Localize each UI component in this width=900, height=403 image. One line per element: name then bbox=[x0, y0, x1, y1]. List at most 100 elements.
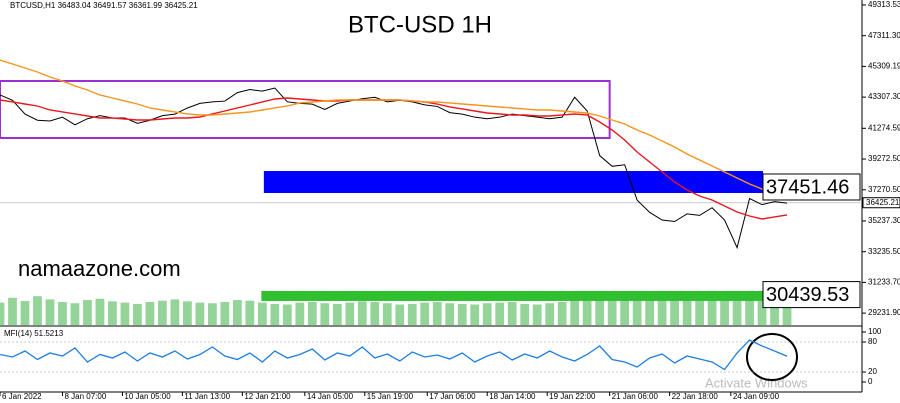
os-watermark: Activate Windows bbox=[705, 375, 808, 390]
x-tick-label: 18 Jan 14:00 bbox=[489, 392, 536, 401]
volume-bar bbox=[245, 300, 255, 325]
volume-bar bbox=[395, 304, 405, 325]
volume-bar bbox=[45, 299, 55, 325]
volume-bar bbox=[70, 303, 80, 325]
level-label: 30439.53 bbox=[766, 284, 849, 306]
y-tick-label: 31233.70 bbox=[868, 278, 900, 287]
volume-bar bbox=[620, 298, 630, 325]
volume-bar bbox=[532, 304, 542, 325]
volume-bar bbox=[382, 303, 392, 325]
x-tick-label: 10 Jan 05:00 bbox=[124, 392, 171, 401]
volume-bar bbox=[557, 301, 567, 325]
x-tick-label: 17 Jan 06:00 bbox=[429, 392, 476, 401]
x-tick-label: 8 Jan 07:00 bbox=[64, 392, 106, 401]
x-tick-label: 24 Jan 09:00 bbox=[733, 392, 780, 401]
y-tick-label: 39272.50 bbox=[868, 154, 900, 163]
y-tick-label: 35237.30 bbox=[868, 216, 900, 225]
volume-bar bbox=[482, 303, 492, 325]
x-tick-label: 15 Jan 19:00 bbox=[367, 392, 414, 401]
volume-bar bbox=[495, 302, 505, 325]
y-tick-label: 33235.50 bbox=[868, 247, 900, 256]
volume-bar bbox=[745, 293, 754, 325]
volume-bar bbox=[232, 300, 242, 325]
y-tick-label: 37270.50 bbox=[868, 185, 900, 194]
volume-bar bbox=[33, 296, 42, 325]
volume-bar bbox=[208, 303, 217, 325]
volume-bar bbox=[370, 301, 380, 325]
x-tick-label: 19 Jan 22:00 bbox=[549, 392, 596, 401]
mfi-line bbox=[0, 339, 788, 371]
volume-bar bbox=[445, 303, 455, 325]
volume-bar bbox=[195, 302, 205, 325]
volume-bar bbox=[470, 304, 480, 325]
y-tick-label: 29231.90 bbox=[868, 308, 900, 317]
y-tick-label: 49313.53 bbox=[868, 0, 900, 9]
volume-bar bbox=[582, 300, 592, 325]
volume-bar bbox=[507, 301, 517, 325]
volume-bar bbox=[95, 298, 105, 325]
volume-bar bbox=[108, 301, 117, 325]
level-label: 37451.46 bbox=[766, 176, 849, 198]
mfi-tick-label: 0 bbox=[868, 377, 873, 386]
volume-bar bbox=[595, 295, 605, 325]
volume-bar bbox=[707, 298, 717, 325]
volume-bar bbox=[8, 297, 17, 325]
volume-bar bbox=[170, 299, 180, 325]
mfi-tick-label: 80 bbox=[868, 337, 877, 346]
mfi-tick-label: 20 bbox=[868, 367, 877, 376]
volume-bar bbox=[545, 303, 555, 325]
volume-bar bbox=[357, 301, 367, 325]
x-tick-label: 11 Jan 13:00 bbox=[184, 392, 230, 401]
volume-bar bbox=[295, 302, 305, 325]
zone bbox=[0, 79, 611, 139]
x-tick-label: 12 Jan 21:00 bbox=[244, 392, 291, 401]
mfi-title: MFI(14) 51.5213 bbox=[4, 329, 64, 338]
volume-bar bbox=[257, 302, 267, 325]
volume-bar bbox=[20, 301, 30, 325]
volume-bar bbox=[770, 297, 779, 325]
volume-bar bbox=[270, 303, 280, 325]
y-tick-label: 47311.30 bbox=[868, 31, 900, 40]
volume-bar bbox=[120, 302, 130, 325]
volume-bar bbox=[670, 299, 679, 325]
zone bbox=[261, 290, 764, 301]
volume-bar bbox=[732, 294, 742, 325]
zone bbox=[263, 170, 764, 193]
x-tick-label: 21 Jan 06:00 bbox=[612, 392, 659, 401]
price-line bbox=[0, 87, 788, 250]
volume-bar bbox=[282, 304, 292, 325]
volume-bar bbox=[58, 301, 67, 325]
volume-bar bbox=[332, 303, 342, 325]
volume-bar bbox=[695, 300, 704, 325]
volume-bar bbox=[407, 303, 417, 325]
volume-bar bbox=[145, 301, 155, 325]
volume-bar bbox=[345, 302, 355, 325]
volume-bar bbox=[520, 303, 530, 325]
volume-bar bbox=[632, 296, 642, 325]
volume-bar bbox=[307, 301, 317, 325]
volume-bar bbox=[645, 297, 654, 325]
volume-bar bbox=[657, 298, 667, 325]
volume-bar bbox=[220, 301, 230, 325]
volume-bar bbox=[757, 296, 767, 325]
watermark: namaazone.com bbox=[18, 256, 181, 281]
volume-bar bbox=[83, 300, 92, 325]
current-price-box bbox=[862, 197, 900, 209]
volume-bar bbox=[607, 296, 617, 325]
x-tick-label: 22 Jan 18:00 bbox=[672, 392, 719, 401]
volume-bar bbox=[457, 303, 467, 325]
volume-bar bbox=[183, 301, 192, 325]
header: BTCUSD,H1 36483.04 36491.57 36361.99 364… bbox=[10, 1, 198, 10]
volume-bar bbox=[158, 300, 167, 325]
current-price-label: 36425.21 bbox=[866, 198, 900, 207]
x-tick-label: 14 Jan 05:00 bbox=[307, 392, 354, 401]
mfi-tick-label: 100 bbox=[868, 327, 882, 336]
price-line bbox=[0, 59, 788, 201]
volume-bar bbox=[682, 298, 692, 325]
volume-bar bbox=[720, 297, 729, 325]
volume-bar bbox=[432, 301, 442, 325]
volume-bar bbox=[320, 303, 330, 325]
volume-bar bbox=[133, 303, 142, 325]
